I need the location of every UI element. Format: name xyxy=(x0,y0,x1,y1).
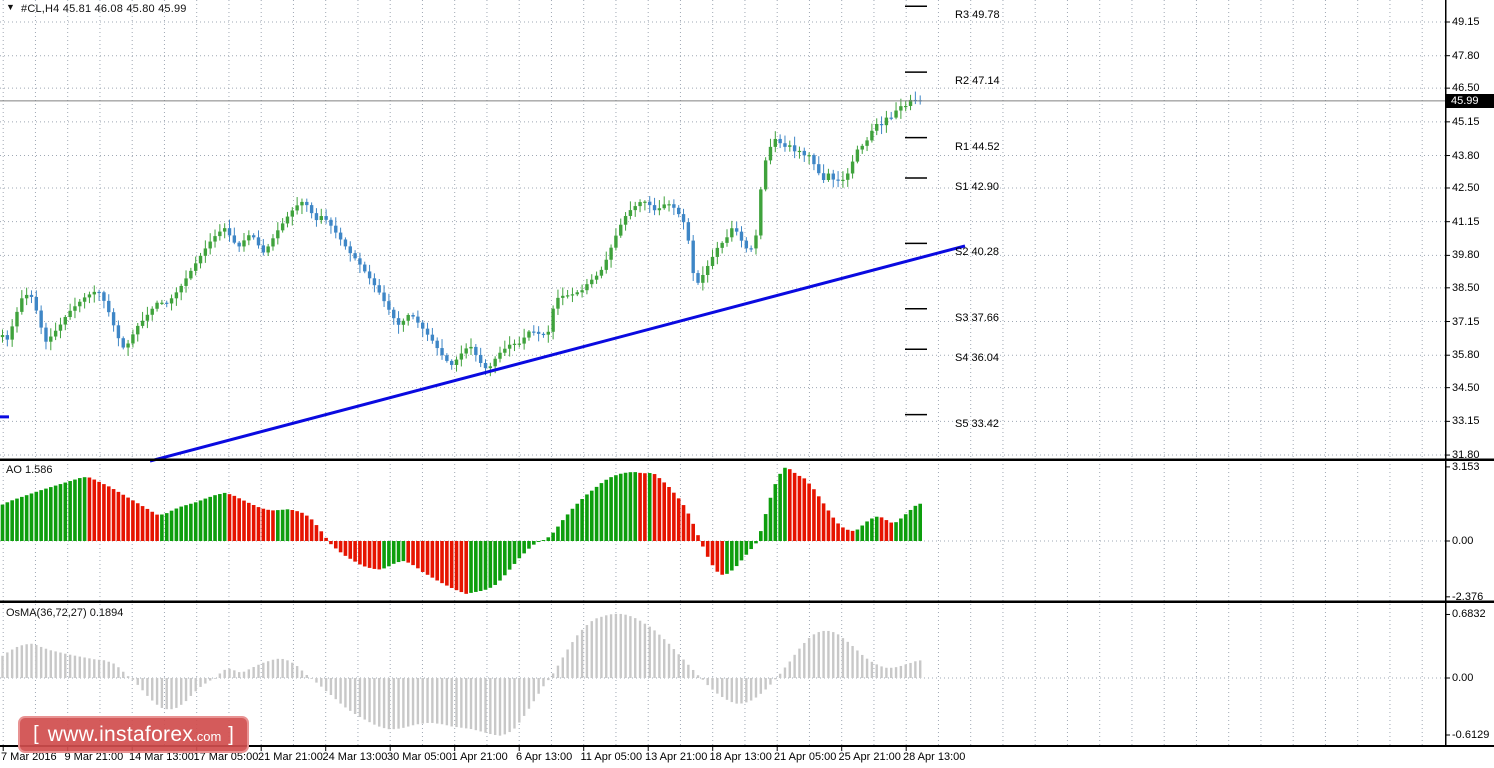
chart-title: #CL,H4 45.81 46.08 45.80 45.99 xyxy=(21,3,187,15)
pivot-level-label: S1 42.90 xyxy=(955,181,1000,193)
price-axis-tick: 41.15 xyxy=(1452,215,1480,228)
time-axis-label: 14 Mar 13:00 xyxy=(129,751,194,763)
price-axis-tick: 35.80 xyxy=(1452,349,1480,362)
price-axis-tick: 47.80 xyxy=(1452,49,1480,62)
ao-axis-tick: 3.153 xyxy=(1452,460,1480,473)
instaforex-watermark[interactable]: [ www.instaforex .com ] xyxy=(18,716,249,753)
time-axis-label: 25 Apr 21:00 xyxy=(838,751,901,763)
time-axis-label: 28 Apr 13:00 xyxy=(903,751,966,763)
price-axis-tick: 49.15 xyxy=(1452,16,1480,28)
osma-axis-tick: 0.00 xyxy=(1452,672,1474,684)
time-axis-label: 1 Apr 21:00 xyxy=(451,751,508,763)
price-axis-tick: 45.15 xyxy=(1452,115,1480,128)
time-axis-label: 9 Mar 21:00 xyxy=(64,751,124,763)
time-axis-label: 18 Apr 13:00 xyxy=(709,751,772,763)
pivot-level-label: S5 33.42 xyxy=(955,417,1000,430)
price-axis-tick: 39.80 xyxy=(1452,249,1480,262)
time-axis-label: 21 Apr 05:00 xyxy=(774,751,837,763)
pivot-level-label: R1 44.52 xyxy=(955,140,1000,153)
pivot-level-label: R2 47.14 xyxy=(955,75,1000,88)
osma-axis-tick: -0.6129 xyxy=(1452,728,1490,741)
ao-axis-tick: 0.00 xyxy=(1452,535,1474,547)
time-axis-label: 21 Mar 21:00 xyxy=(258,751,323,763)
price-axis-tick: 42.50 xyxy=(1452,181,1480,194)
ao-axis-tick: -2.376 xyxy=(1452,590,1484,603)
watermark-suffix: .com xyxy=(193,729,222,744)
chevron-down-icon[interactable]: ▼ xyxy=(6,2,15,12)
price-axis-tick: 46.50 xyxy=(1452,82,1480,95)
price-axis-tick: 37.15 xyxy=(1452,315,1480,328)
time-axis-label: 6 Apr 13:00 xyxy=(516,751,573,763)
watermark-text: www.instaforex xyxy=(47,722,194,746)
pivot-level-label: S2 40.28 xyxy=(955,246,1000,259)
price-axis-tick: 34.50 xyxy=(1452,381,1480,394)
price-axis-tick: 43.80 xyxy=(1452,149,1480,162)
time-axis-label: 11 Apr 05:00 xyxy=(580,751,643,763)
time-axis-label: 13 Apr 21:00 xyxy=(645,751,708,763)
osma-indicator-label: OsMA(36,72,27) 0.1894 xyxy=(6,607,124,619)
time-axis-label: 30 Mar 05:00 xyxy=(387,751,452,763)
pivot-level-label: R3 49.78 xyxy=(955,9,1000,22)
current-price-badge: 45.99 xyxy=(1446,94,1494,108)
time-axis-label: 24 Mar 13:00 xyxy=(322,751,388,763)
ao-indicator-label: AO 1.586 xyxy=(6,464,53,476)
pivot-level-label: S3 37.66 xyxy=(955,311,1000,324)
watermark-close-bracket: ] xyxy=(228,724,234,746)
osma-axis-tick: 0.6832 xyxy=(1452,608,1486,621)
pivot-level-label: S4 36.04 xyxy=(955,352,1000,365)
price-axis-tick: 38.50 xyxy=(1452,281,1480,294)
watermark-open-bracket: [ xyxy=(33,723,39,745)
time-axis-label: 17 Mar 05:00 xyxy=(193,751,259,763)
price-axis-tick: 31.80 xyxy=(1452,449,1480,462)
time-axis-label: 7 Mar 2016 xyxy=(1,751,57,763)
price-axis-tick: 33.15 xyxy=(1452,415,1480,428)
